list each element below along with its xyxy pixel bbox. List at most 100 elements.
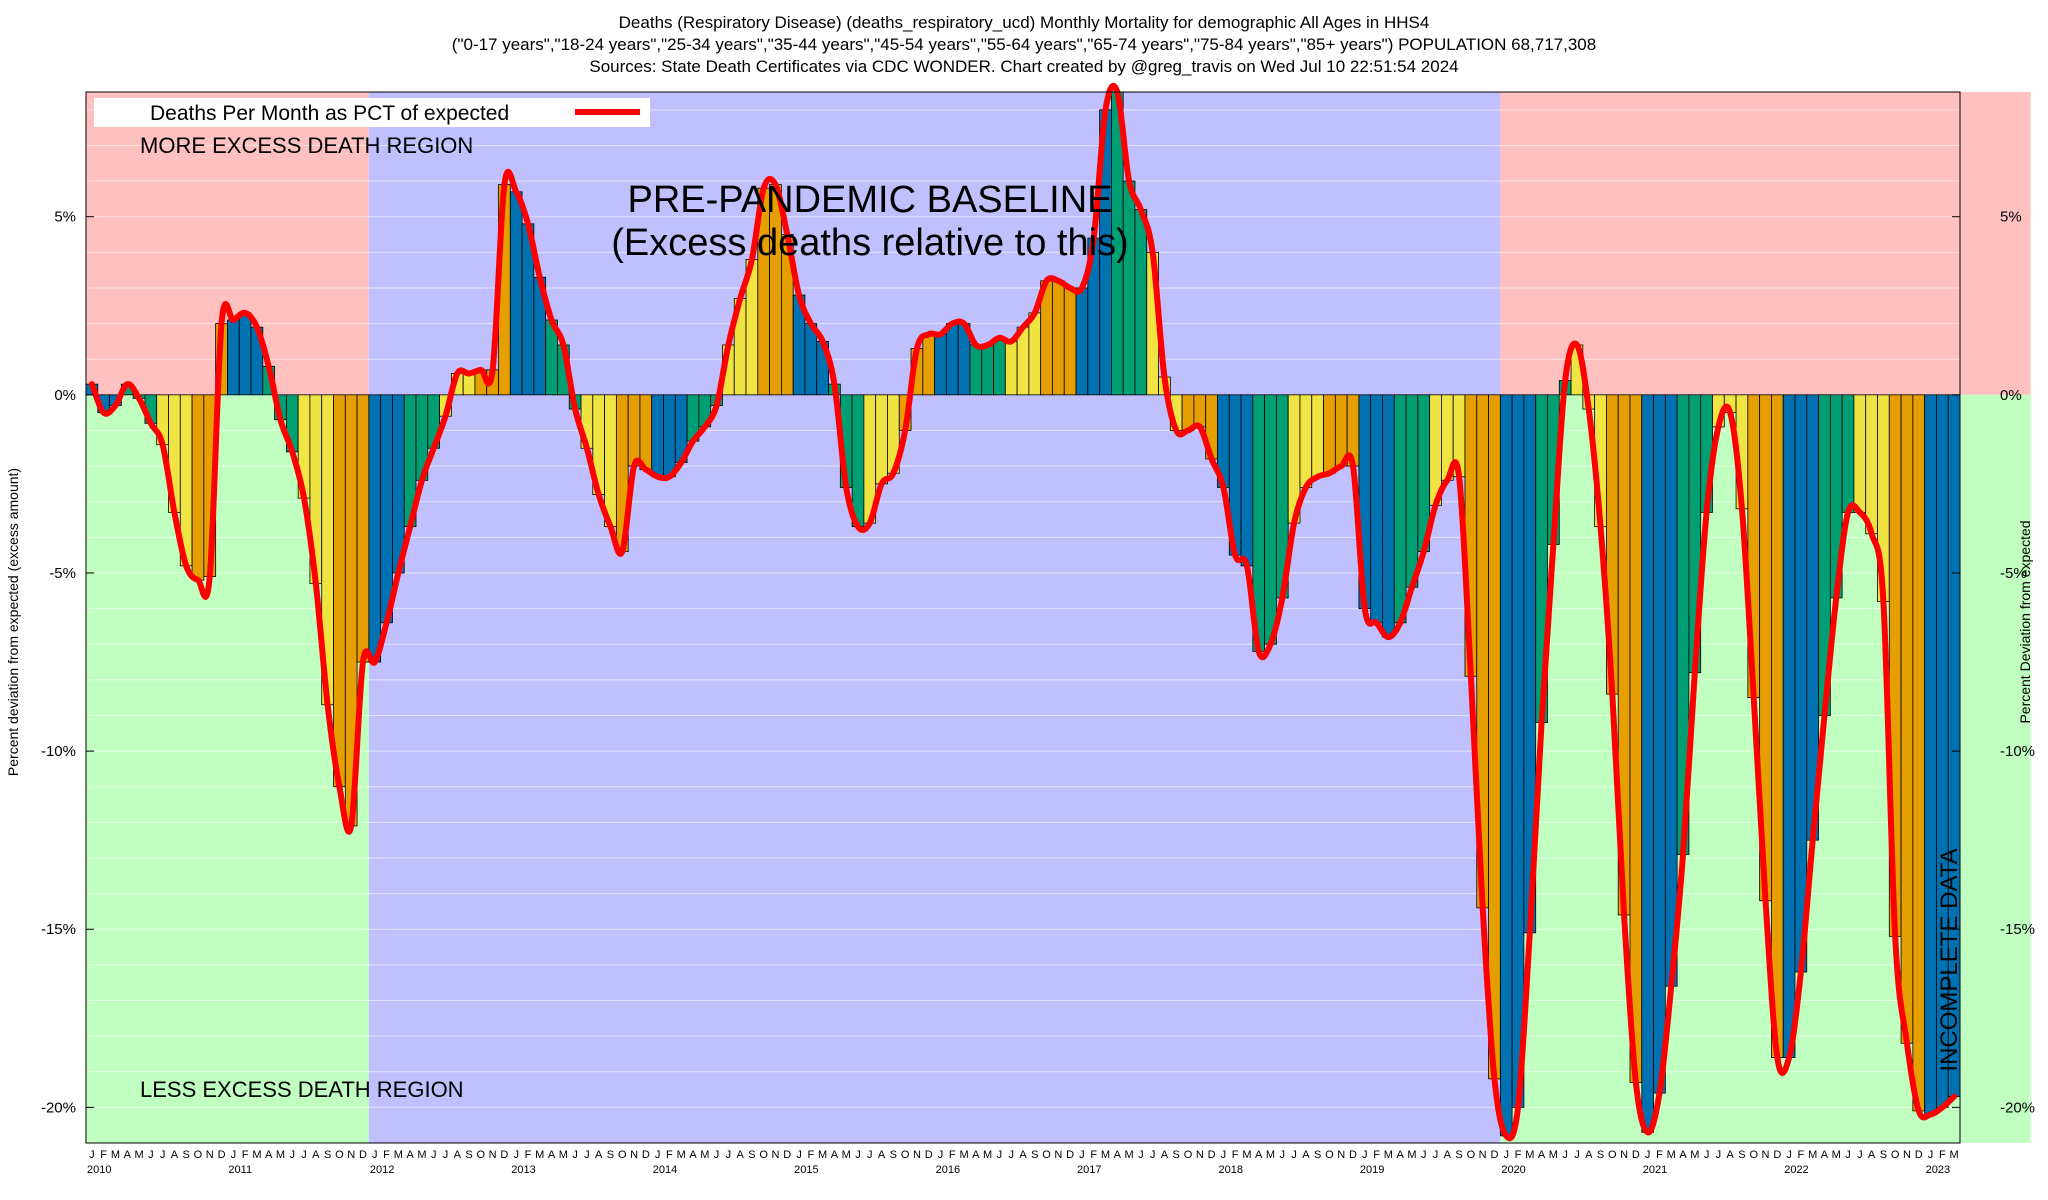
x-tick-month-label: A (312, 1149, 320, 1161)
x-tick-month-label: S (465, 1149, 472, 1161)
bar (1323, 394, 1336, 474)
x-tick-month-label: D (1066, 1149, 1074, 1161)
bar (1063, 287, 1077, 396)
bar (875, 394, 888, 485)
x-tick-month-label: A (454, 1149, 462, 1161)
x-tick-month-label: J (1574, 1149, 1580, 1161)
x-tick-month-label: F (1515, 1149, 1522, 1161)
x-tick-year-label: 2022 (1784, 1164, 1808, 1176)
bar (651, 394, 664, 478)
x-tick-month-label: J (714, 1149, 720, 1161)
x-tick-month-label: M (983, 1149, 992, 1161)
x-tick-month-label: A (689, 1149, 697, 1161)
x-tick-month-label: O (1042, 1149, 1051, 1161)
x-tick-month-label: M (1101, 1149, 1110, 1161)
x-tick-month-label: F (100, 1149, 107, 1161)
x-tick-month-label: M (1690, 1149, 1699, 1161)
bar (1370, 394, 1383, 624)
x-tick-month-label: F (807, 1149, 814, 1161)
x-tick-month-label: M (111, 1149, 120, 1161)
x-tick-month-label: M (959, 1149, 968, 1161)
incomplete-data-label: INCOMPLETE DATA (1936, 848, 1963, 1071)
x-tick-month-label: J (1503, 1149, 1509, 1161)
x-tick-month-label: A (878, 1149, 886, 1161)
bar (191, 394, 205, 581)
x-tick-month-label: J (1857, 1149, 1863, 1161)
bar (604, 394, 617, 528)
bar (1193, 394, 1207, 428)
chart-title-line-2: ("0-17 years","18-24 years","25-34 years… (452, 35, 1596, 54)
y-tick-label-left: -5% (49, 565, 76, 582)
bar (663, 394, 676, 478)
bar (639, 394, 653, 471)
x-tick-month-label: N (1337, 1149, 1345, 1161)
x-tick-month-label: J (1716, 1149, 1722, 1161)
x-tick-month-label: O (1608, 1149, 1617, 1161)
x-tick-month-label: S (324, 1149, 331, 1161)
x-tick-month-label: A (736, 1149, 744, 1161)
x-tick-month-label: O (335, 1149, 344, 1161)
x-tick-month-label: O (759, 1149, 768, 1161)
x-tick-month-label: N (1903, 1149, 1911, 1161)
y-axis-label-left: Percent deviation from expected (excess … (5, 468, 21, 776)
x-tick-year-label: 2023 (1926, 1164, 1950, 1176)
bar (509, 191, 523, 396)
x-tick-month-label: N (1479, 1149, 1487, 1161)
x-tick-month-label: S (1597, 1149, 1604, 1161)
x-tick-month-label: J (431, 1149, 437, 1161)
less-excess-region-label: LESS EXCESS DEATH REGION (140, 1077, 464, 1102)
bar (922, 333, 936, 396)
x-tick-month-label: O (194, 1149, 203, 1161)
bar (1499, 394, 1513, 1137)
x-tick-month-label: J (160, 1149, 166, 1161)
x-tick-month-label: M (1832, 1149, 1841, 1161)
bar (981, 344, 994, 396)
bar (227, 319, 240, 396)
x-tick-month-label: J (1562, 1149, 1568, 1161)
x-tick-month-label: A (1019, 1149, 1027, 1161)
x-tick-month-label: A (1726, 1149, 1734, 1161)
x-tick-month-label: F (1232, 1149, 1239, 1161)
x-tick-month-label: O (477, 1149, 486, 1161)
y-ticks: 5% 5% 0% 0% -5% -5% -10% -10% -15% -15% -20% -20% (41, 209, 2035, 1117)
x-tick-month-label: A (265, 1149, 273, 1161)
bar (1122, 180, 1136, 396)
x-tick-month-label: S (748, 1149, 755, 1161)
x-tick-month-label: O (1749, 1149, 1758, 1161)
x-tick-month-label: D (1773, 1149, 1781, 1161)
bar (945, 323, 959, 396)
x-tick-month-label: A (406, 1149, 414, 1161)
x-tick-month-label: A (171, 1149, 179, 1161)
x-tick-year-label: 2015 (794, 1164, 818, 1176)
bar (1653, 394, 1666, 1094)
x-tick-month-label: O (1325, 1149, 1334, 1161)
x-tick-month-label: N (772, 1149, 780, 1161)
x-tick-month-label: M (1525, 1149, 1534, 1161)
bar (1629, 394, 1643, 1083)
x-tick-month-label: J (1221, 1149, 1227, 1161)
x-tick-month-label: D (500, 1149, 508, 1161)
x-tick-month-label: N (1762, 1149, 1770, 1161)
x-tick-month-label: M (417, 1149, 426, 1161)
x-tick-month-label: M (1667, 1149, 1676, 1161)
legend: Deaths Per Month as PCT of expected (94, 98, 650, 127)
x-tick-month-label: F (666, 1149, 673, 1161)
x-tick-month-label: J (1786, 1149, 1792, 1161)
bars (85, 91, 1961, 1137)
x-tick-month-label: F (1656, 1149, 1663, 1161)
x-tick-month-label: J (997, 1149, 1003, 1161)
x-tick-month-label: J (513, 1149, 519, 1161)
x-tick-month-label: D (1490, 1149, 1498, 1161)
bar (1900, 394, 1914, 1044)
x-tick-month-label: O (1184, 1149, 1193, 1161)
x-tick-month-label: J (443, 1149, 449, 1161)
bar (1511, 394, 1525, 1108)
x-tick-month-label: J (1421, 1149, 1427, 1161)
x-tick-month-label: J (1704, 1149, 1710, 1161)
bar (1299, 394, 1313, 488)
bar (1912, 394, 1926, 1112)
x-tick-month-label: J (301, 1149, 307, 1161)
x-tick-month-label: O (1467, 1149, 1476, 1161)
x-tick-month-label: O (1891, 1149, 1900, 1161)
x-tick-month-label: J (1433, 1149, 1439, 1161)
